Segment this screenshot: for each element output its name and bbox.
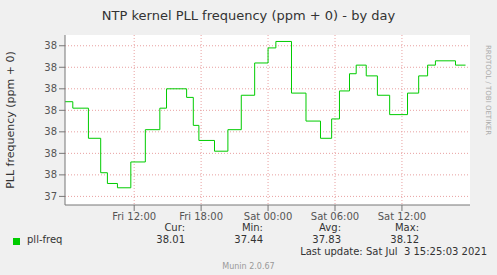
svg-text:38: 38 [44, 62, 57, 73]
svg-text:37: 37 [44, 191, 57, 202]
html-text:Max:: Max: [395, 222, 419, 233]
html-text:RRDTOOL / TOBI OETIKER: RRDTOOL / TOBI OETIKER [484, 44, 492, 136]
html-text:pll-freq: pll-freq [27, 234, 63, 245]
html-text:Last update: Sat Jul 3 15:25:0: Last update: Sat Jul 3 15:25:03 2021 [300, 246, 487, 257]
svg-text:38: 38 [44, 40, 57, 51]
svg-text:Sat 06:00: Sat 06:00 [311, 211, 359, 222]
html-text:PLL frequency (ppm + 0): PLL frequency (ppm + 0) [3, 51, 17, 189]
html-text:Avg:: Avg: [319, 222, 341, 233]
svg-text:Sat 00:00: Sat 00:00 [244, 211, 292, 222]
svg-text:Fri 18:00: Fri 18:00 [179, 211, 223, 222]
svg-text:38: 38 [44, 83, 57, 94]
html-text:38.12: 38.12 [390, 234, 419, 245]
html-text:Cur:: Cur: [164, 222, 185, 233]
svg-text:38: 38 [44, 148, 57, 159]
html-text:Min:: Min: [241, 222, 263, 233]
svg-text:Sat 12:00: Sat 12:00 [378, 211, 426, 222]
html-text:NTP kernel PLL frequency (ppm: NTP kernel PLL frequency (ppm + 0) - by … [101, 8, 396, 23]
html-text:37.83: 37.83 [312, 234, 341, 245]
svg-text:Fri 12:00: Fri 12:00 [112, 211, 156, 222]
html-text:37.44: 37.44 [234, 234, 263, 245]
svg-text:38: 38 [44, 169, 57, 180]
svg-text:38: 38 [44, 105, 57, 116]
html-text:Munin 2.0.67: Munin 2.0.67 [222, 262, 275, 271]
html-text:38.01: 38.01 [156, 234, 185, 245]
svg-text:38: 38 [44, 126, 57, 137]
